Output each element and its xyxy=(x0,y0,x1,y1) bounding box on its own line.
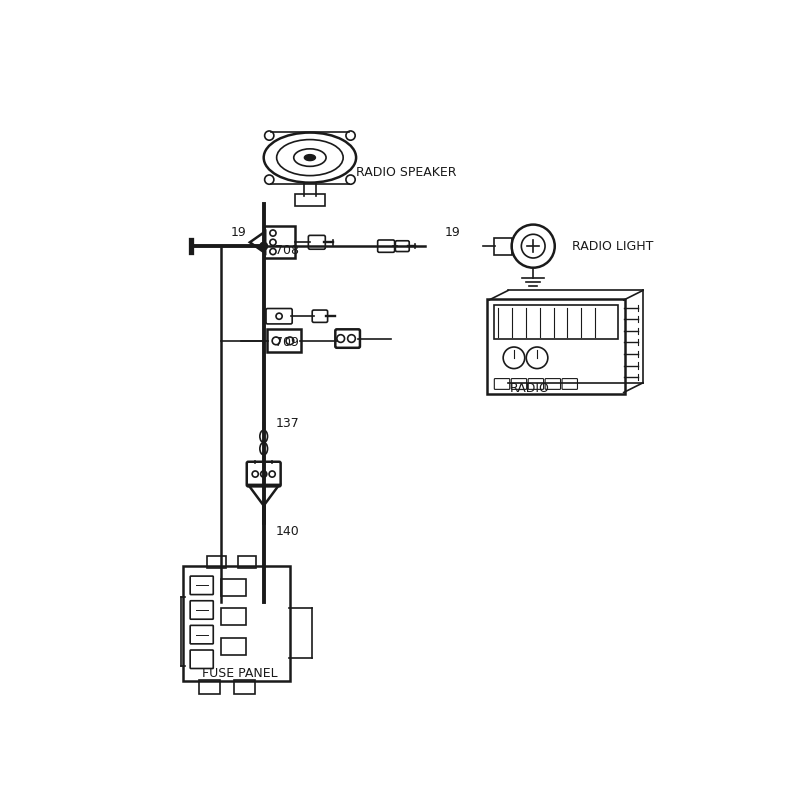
Circle shape xyxy=(260,242,267,250)
Text: 140: 140 xyxy=(275,525,299,538)
Text: RADIO LIGHT: RADIO LIGHT xyxy=(572,240,653,253)
Text: 19: 19 xyxy=(445,226,461,239)
Text: FUSE PANEL: FUSE PANEL xyxy=(202,667,278,680)
Ellipse shape xyxy=(304,154,315,161)
Text: 708: 708 xyxy=(275,244,299,257)
Text: RADIO SPEAKER: RADIO SPEAKER xyxy=(356,166,457,179)
Text: RADIO: RADIO xyxy=(510,382,550,395)
Text: 709: 709 xyxy=(275,336,299,350)
Text: 19: 19 xyxy=(230,226,246,239)
Text: 137: 137 xyxy=(275,417,299,430)
